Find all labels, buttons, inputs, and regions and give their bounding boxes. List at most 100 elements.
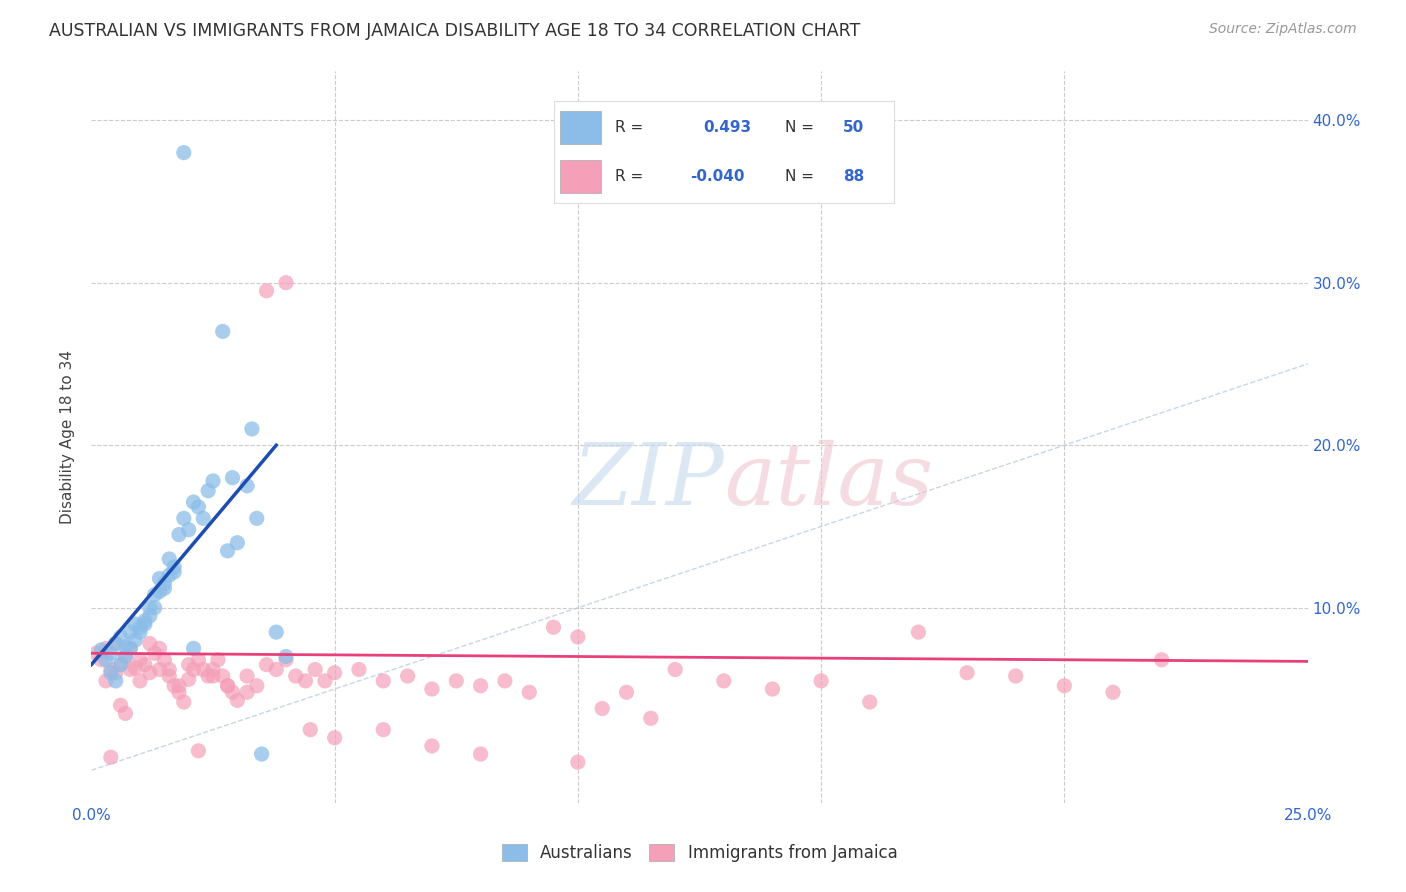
Point	[183, 663, 205, 677]
Point	[197, 669, 219, 683]
Point	[129, 673, 152, 688]
Point	[143, 600, 166, 615]
Point	[129, 653, 152, 667]
Point	[104, 636, 127, 650]
Point	[567, 630, 589, 644]
Point	[134, 614, 156, 628]
Point	[274, 276, 297, 290]
Point	[110, 657, 132, 672]
Point	[221, 685, 243, 699]
Text: ZIP: ZIP	[572, 440, 724, 523]
Point	[94, 641, 117, 656]
Point	[173, 145, 195, 160]
Point	[143, 646, 166, 660]
Point	[640, 711, 662, 725]
Point	[153, 581, 176, 595]
Point	[217, 679, 239, 693]
Point	[120, 641, 142, 656]
Point	[616, 685, 638, 699]
Point	[420, 681, 443, 696]
Point	[274, 649, 297, 664]
Point	[202, 663, 225, 677]
Point	[124, 661, 146, 675]
Point	[323, 731, 346, 745]
Point	[956, 665, 979, 680]
Point	[304, 663, 326, 677]
Point	[470, 747, 492, 761]
Point	[284, 669, 307, 683]
Point	[163, 565, 186, 579]
Point	[543, 620, 565, 634]
Point	[187, 653, 209, 667]
Point	[236, 479, 259, 493]
Point	[134, 617, 156, 632]
Legend: Australians, Immigrants from Jamaica: Australians, Immigrants from Jamaica	[495, 837, 904, 869]
Point	[264, 625, 287, 640]
Point	[236, 685, 259, 699]
Point	[167, 527, 190, 541]
Point	[110, 630, 132, 644]
Point	[299, 723, 322, 737]
Point	[120, 663, 142, 677]
Point	[100, 646, 122, 660]
Point	[264, 663, 287, 677]
Point	[226, 693, 249, 707]
Point	[713, 673, 735, 688]
Point	[859, 695, 882, 709]
Point	[110, 698, 132, 713]
Point	[1053, 679, 1076, 693]
Point	[177, 673, 200, 687]
Point	[114, 706, 136, 721]
Point	[217, 679, 239, 693]
Point	[202, 669, 225, 683]
Point	[120, 641, 142, 656]
Point	[129, 625, 152, 640]
Point	[157, 568, 180, 582]
Point	[148, 572, 170, 586]
Point	[1004, 669, 1026, 683]
Point	[517, 685, 540, 699]
Point	[139, 600, 162, 615]
Point	[148, 584, 170, 599]
Point	[148, 641, 170, 656]
Point	[193, 511, 215, 525]
Point	[157, 552, 180, 566]
Point	[163, 560, 186, 574]
Point	[94, 653, 117, 667]
Y-axis label: Disability Age 18 to 34: Disability Age 18 to 34	[60, 350, 76, 524]
Point	[236, 669, 259, 683]
Point	[104, 673, 127, 688]
Point	[148, 663, 170, 677]
Point	[444, 673, 467, 688]
Point	[246, 511, 269, 525]
Point	[567, 755, 589, 769]
Point	[90, 643, 112, 657]
Text: atlas: atlas	[724, 440, 934, 523]
Point	[163, 679, 186, 693]
Point	[153, 653, 176, 667]
Point	[294, 673, 316, 688]
Point	[323, 665, 346, 680]
Point	[167, 685, 190, 699]
Point	[143, 588, 166, 602]
Point	[470, 679, 492, 693]
Point	[100, 750, 122, 764]
Point	[591, 701, 613, 715]
Point	[193, 663, 215, 677]
Point	[494, 673, 516, 688]
Point	[124, 617, 146, 632]
Point	[183, 641, 205, 656]
Point	[104, 665, 127, 680]
Point	[173, 511, 195, 525]
Point	[256, 657, 278, 672]
Point	[250, 747, 273, 761]
Point	[314, 673, 336, 688]
Point	[240, 422, 263, 436]
Point	[810, 673, 832, 688]
Point	[139, 636, 162, 650]
Point	[761, 681, 783, 696]
Point	[1150, 653, 1173, 667]
Point	[187, 500, 209, 514]
Point	[153, 576, 176, 591]
Point	[187, 744, 209, 758]
